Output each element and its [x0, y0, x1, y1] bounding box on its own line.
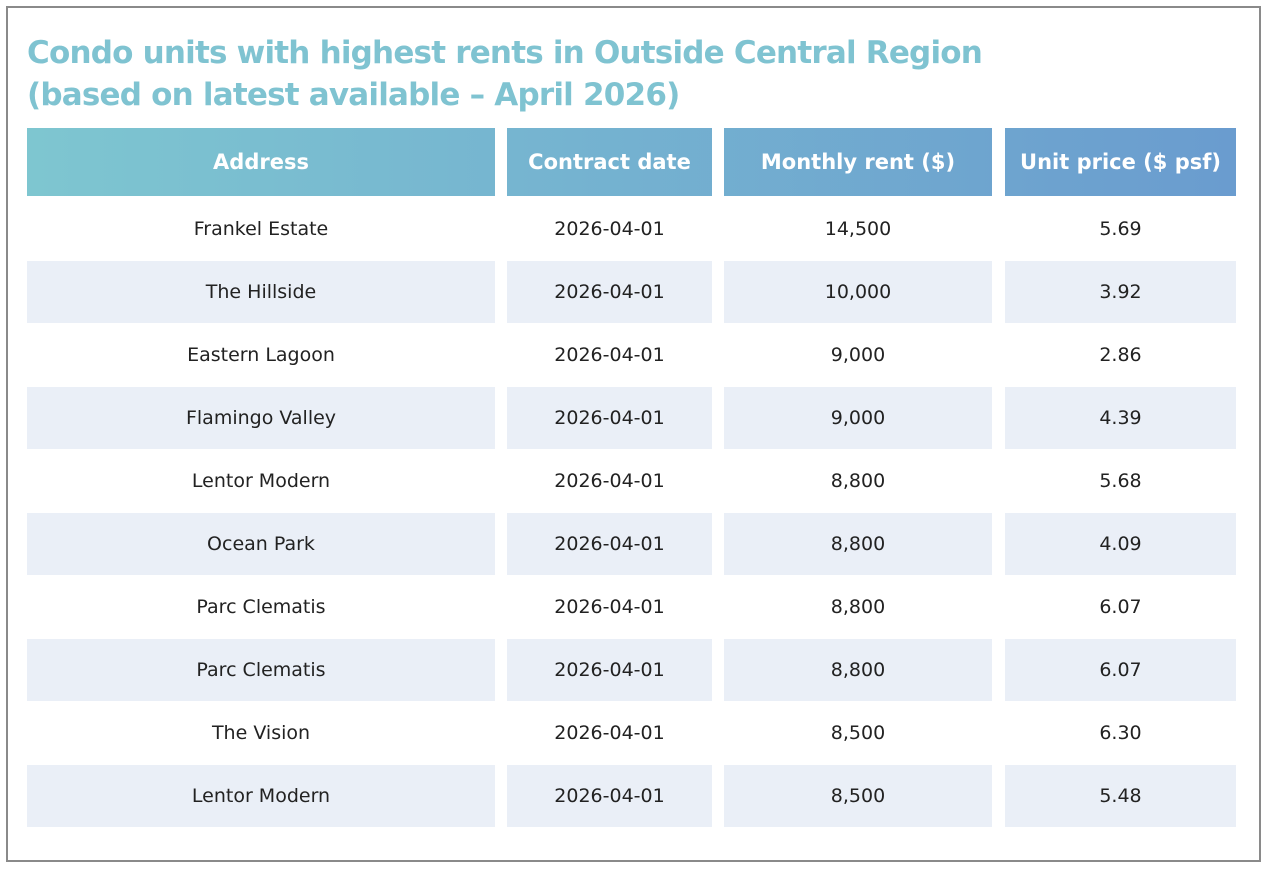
table-cell: 8,800	[724, 639, 992, 701]
frame	[6, 6, 1261, 862]
table-cell: 5.69	[1099, 218, 1142, 240]
table-cell: The Vision	[211, 722, 311, 744]
header-cell: Address	[27, 128, 495, 196]
table-cell: 9,000	[830, 344, 886, 366]
table-cell: 4.09	[1005, 513, 1236, 575]
table-cell: 2026-04-01	[507, 765, 712, 827]
table-cell: 2.86	[1099, 344, 1142, 366]
table-cell: 6.07	[1099, 596, 1142, 618]
table-cell: 2026-04-01	[507, 387, 712, 449]
table-cell: 6.07	[1005, 639, 1236, 701]
table-cell: 2026-04-01	[507, 513, 712, 575]
table-cell: 2026-04-01	[554, 218, 665, 240]
table-cell: 5.48	[1005, 765, 1236, 827]
table-cell: 4.39	[1005, 387, 1236, 449]
table-cell: 2026-04-01	[554, 722, 665, 744]
title-line: Condo units with highest rents in Outsid…	[27, 35, 983, 71]
table-cell: 2026-04-01	[554, 596, 665, 618]
header-cell: Monthly rent ($)	[724, 128, 992, 196]
table-cell: Lentor Modern	[191, 470, 331, 492]
table-cell: 2026-04-01	[507, 261, 712, 323]
header-cell: Unit price ($ psf)	[1005, 128, 1236, 196]
table-cell: 2026-04-01	[554, 470, 665, 492]
table-cell: 8,800	[724, 513, 992, 575]
table-cell: 8,800	[830, 470, 886, 492]
table-cell: 5.68	[1099, 470, 1142, 492]
title-line: (based on latest available – April 2026)	[27, 77, 680, 113]
header-cell: Contract date	[507, 128, 712, 196]
table-cell: Parc Clematis	[27, 639, 495, 701]
table-cell: 10,000	[724, 261, 992, 323]
table-cell: Ocean Park	[27, 513, 495, 575]
table-cell: 8,500	[830, 722, 886, 744]
table-cell: 6.30	[1099, 722, 1142, 744]
table-cell: 8,500	[724, 765, 992, 827]
table-cell: 14,500	[824, 218, 892, 240]
table-cell: 3.92	[1005, 261, 1236, 323]
table-cell: The Hillside	[27, 261, 495, 323]
table-cell: 2026-04-01	[554, 344, 665, 366]
table-cell: 8,800	[830, 596, 886, 618]
table-cell: 9,000	[724, 387, 992, 449]
table-cell: 2026-04-01	[507, 639, 712, 701]
table-cell: Frankel Estate	[193, 218, 329, 240]
table-cell: Eastern Lagoon	[187, 344, 335, 366]
table-cell: Flamingo Valley	[27, 387, 495, 449]
table-cell: Lentor Modern	[27, 765, 495, 827]
table-cell: Parc Clematis	[196, 596, 326, 618]
